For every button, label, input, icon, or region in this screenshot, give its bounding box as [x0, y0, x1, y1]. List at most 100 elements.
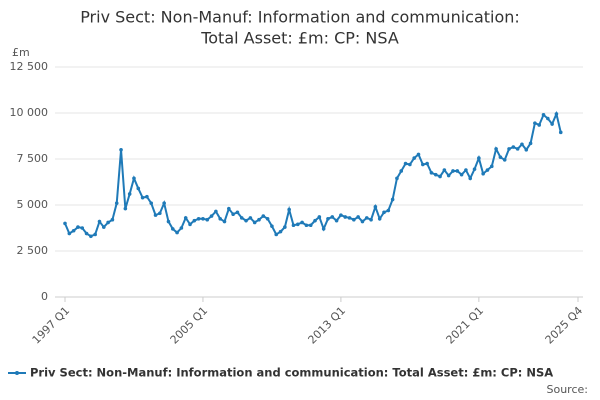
- point: [136, 186, 141, 191]
- point: [317, 215, 322, 219]
- point: [481, 171, 485, 176]
- point: [214, 209, 218, 214]
- point: [464, 168, 468, 172]
- point: [494, 147, 498, 151]
- source: Source:: [547, 383, 589, 396]
- x-tick-label: 2013 Q1: [306, 304, 349, 347]
- point: [162, 201, 166, 205]
- y-tick-label: 2 500: [17, 244, 49, 257]
- point: [403, 161, 408, 166]
- point: [63, 221, 67, 226]
- point: [252, 220, 257, 225]
- point: [308, 223, 313, 228]
- y-tick-label: 12 500: [10, 60, 49, 73]
- point: [84, 231, 89, 236]
- chart-title: Total Asset: £m: CP: NSA: [200, 29, 399, 48]
- point: [97, 219, 102, 224]
- point: [132, 176, 136, 181]
- point: [429, 171, 434, 175]
- point: [364, 216, 369, 220]
- point: [502, 158, 507, 162]
- point: [175, 230, 179, 235]
- point: [248, 216, 253, 220]
- point: [369, 217, 373, 222]
- point: [451, 169, 455, 173]
- point: [507, 147, 511, 151]
- point: [80, 226, 85, 230]
- point: [67, 231, 72, 236]
- point: [339, 213, 343, 217]
- point: [421, 162, 425, 167]
- point: [158, 211, 162, 216]
- point: [386, 208, 391, 213]
- chart-title: Priv Sect: Non-Manuf: Information and co…: [80, 8, 520, 27]
- point: [209, 214, 214, 218]
- point: [170, 227, 175, 231]
- point: [541, 113, 546, 117]
- legend-label: Priv Sect: Non-Manuf: Information and co…: [30, 366, 553, 380]
- point: [330, 215, 335, 219]
- point: [446, 173, 451, 178]
- point: [489, 164, 494, 169]
- point: [528, 141, 533, 146]
- point: [123, 206, 128, 211]
- y-axis-label: £m: [12, 46, 30, 59]
- x-tick-label: 2025 Q4: [543, 304, 586, 347]
- point: [554, 112, 559, 116]
- point: [377, 217, 382, 221]
- point: [283, 225, 287, 229]
- point: [231, 212, 235, 216]
- y-tick-label: 7 500: [17, 152, 49, 165]
- point: [89, 234, 93, 239]
- point: [433, 172, 438, 177]
- point: [140, 195, 145, 200]
- point: [287, 207, 291, 212]
- point: [244, 218, 248, 223]
- point: [485, 168, 490, 172]
- point: [166, 219, 171, 224]
- point: [347, 216, 352, 220]
- point: [334, 218, 339, 223]
- point: [149, 201, 154, 205]
- line: [64, 110, 562, 238]
- point: [127, 192, 132, 196]
- point: [201, 217, 205, 221]
- point: [227, 206, 231, 211]
- point: [520, 142, 524, 147]
- point: [274, 232, 279, 237]
- point: [533, 121, 537, 125]
- point: [390, 197, 395, 202]
- x-tick-label: 1997 Q1: [30, 304, 73, 347]
- point: [425, 161, 429, 166]
- point: [515, 147, 520, 151]
- point: [558, 130, 563, 135]
- point: [550, 122, 554, 126]
- point: [356, 215, 360, 219]
- point: [265, 217, 270, 221]
- point: [76, 225, 80, 229]
- point: [114, 201, 119, 205]
- point: [326, 217, 330, 221]
- point: [179, 226, 184, 230]
- y-tick-label: 0: [41, 290, 48, 303]
- point: [459, 172, 464, 177]
- point: [408, 162, 412, 167]
- point: [257, 217, 261, 222]
- point: [196, 217, 201, 221]
- point: [239, 216, 244, 220]
- point: [183, 216, 188, 220]
- y-tick-label: 5 000: [17, 198, 49, 211]
- point: [382, 210, 386, 215]
- point: [145, 194, 149, 199]
- point: [442, 168, 447, 172]
- point: [304, 223, 309, 228]
- point: [93, 232, 97, 237]
- point: [343, 215, 348, 219]
- y-tick-label: 10 000: [10, 106, 49, 119]
- point: [188, 222, 192, 227]
- point: [472, 167, 477, 171]
- point: [321, 227, 326, 231]
- point: [416, 152, 421, 157]
- point: [511, 145, 516, 149]
